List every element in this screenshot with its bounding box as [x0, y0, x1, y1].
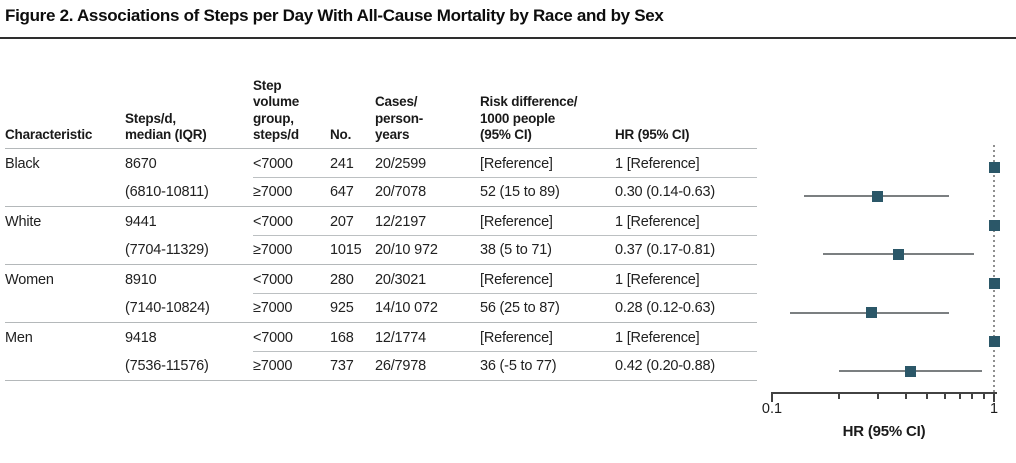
cell-no: 1015 [330, 242, 362, 258]
cell-cases: 20/2599 [375, 155, 427, 172]
x-axis-tick [993, 394, 995, 402]
x-axis-tick [876, 394, 879, 399]
cell-steps-median: 9441 [125, 213, 157, 230]
cell-characteristic: Men [5, 329, 33, 346]
hr-point-marker [892, 248, 904, 260]
cell-steps-median: 8910 [125, 271, 157, 288]
cell-no: 280 [330, 271, 354, 288]
cell-no: 925 [330, 300, 354, 316]
cell-risk-difference: 56 (25 to 87) [480, 300, 560, 316]
cell-volume-group: <7000 [253, 329, 293, 346]
reference-line-hr-1 [993, 145, 995, 393]
cell-volume-group: ≥7000 [253, 184, 293, 200]
hr-point-marker [872, 190, 884, 202]
cell-volume-group: ≥7000 [253, 358, 293, 374]
cell-steps-median: 9418 [125, 329, 157, 346]
header-hr-ci: HR (95% CI) [615, 126, 690, 142]
cell-characteristic: Black [5, 155, 40, 172]
x-axis-tick [943, 394, 946, 399]
cell-hr: 1 [Reference] [615, 213, 700, 230]
x-axis-tick [926, 394, 929, 399]
table-row: White 9441 <7000 207 12/2197 [Reference]… [5, 207, 757, 236]
cell-no: 241 [330, 155, 354, 172]
header-cases-person-years: Cases/ person- years [375, 94, 424, 142]
table-row: (7704-11329) ≥7000 1015 20/10 972 38 (5 … [5, 236, 757, 265]
cell-risk-difference: [Reference] [480, 329, 553, 346]
cell-no: 737 [330, 358, 354, 374]
cell-hr: 1 [Reference] [615, 329, 700, 346]
cell-cases: 14/10 072 [375, 300, 438, 316]
header-no: No. [330, 126, 352, 142]
header-risk-difference: Risk difference/ 1000 people (95% CI) [480, 94, 578, 142]
cell-hr: 0.37 (0.17-0.81) [615, 242, 715, 258]
cell-steps-iqr: (7140-10824) [125, 300, 210, 316]
table-row: (7536-11576) ≥7000 737 26/7978 36 (-5 to… [5, 352, 757, 381]
cell-steps-iqr: (6810-10811) [125, 184, 209, 200]
hr-point-marker [988, 161, 1000, 173]
cell-steps-median: 8670 [125, 155, 157, 172]
cell-risk-difference: 52 (15 to 89) [480, 184, 560, 200]
x-axis-tick [837, 394, 840, 399]
cell-risk-difference: [Reference] [480, 213, 553, 230]
cell-cases: 26/7978 [375, 358, 427, 374]
x-axis-tick [958, 394, 961, 399]
cell-hr: 0.28 (0.12-0.63) [615, 300, 715, 316]
cell-volume-group: ≥7000 [253, 300, 293, 316]
cell-hr: 0.30 (0.14-0.63) [615, 184, 715, 200]
cell-volume-group: <7000 [253, 213, 293, 230]
x-axis-tick-label-min: 0.1 [761, 401, 783, 417]
cell-cases: 12/1774 [375, 329, 427, 346]
cell-hr: 0.42 (0.20-0.88) [615, 358, 715, 374]
cell-hr: 1 [Reference] [615, 271, 700, 288]
hr-point-marker [988, 336, 1000, 348]
x-axis-tick [971, 394, 974, 399]
cell-risk-difference: [Reference] [480, 271, 553, 288]
cell-risk-difference: 38 (5 to 71) [480, 242, 552, 258]
cell-cases: 12/2197 [375, 213, 427, 230]
x-axis-title: HR (95% CI) [842, 423, 926, 440]
cell-cases: 20/10 972 [375, 242, 438, 258]
table-row: (6810-10811) ≥7000 647 20/7078 52 (15 to… [5, 178, 757, 207]
x-axis-line [771, 392, 997, 394]
cell-volume-group: <7000 [253, 155, 293, 172]
table-row: (7140-10824) ≥7000 925 14/10 072 56 (25 … [5, 294, 757, 323]
cell-cases: 20/3021 [375, 271, 427, 288]
header-step-volume-group: Step volume group, steps/d [253, 78, 300, 142]
cell-steps-iqr: (7536-11576) [125, 358, 209, 374]
x-axis-tick [904, 394, 907, 399]
table-row: Black 8670 <7000 241 20/2599 [Reference]… [5, 149, 757, 178]
cell-hr: 1 [Reference] [615, 155, 700, 172]
cell-no: 647 [330, 184, 354, 200]
hr-point-marker [904, 365, 916, 377]
x-axis-tick [982, 394, 985, 399]
cell-steps-iqr: (7704-11329) [125, 242, 209, 258]
cell-volume-group: ≥7000 [253, 242, 293, 258]
cell-risk-difference: 36 (-5 to 77) [480, 358, 557, 374]
table-header-row: Characteristic Steps/d, median (IQR) Ste… [5, 41, 757, 149]
cell-risk-difference: [Reference] [480, 155, 553, 172]
header-steps-median-iqr: Steps/d, median (IQR) [125, 110, 207, 142]
header-characteristic: Characteristic [5, 126, 93, 142]
figure-title: Figure 2. Associations of Steps per Day … [5, 6, 664, 25]
hr-point-marker [865, 307, 877, 319]
hr-point-marker [988, 278, 1000, 290]
cell-characteristic: Women [5, 271, 54, 288]
cell-characteristic: White [5, 213, 42, 230]
title-rule [0, 37, 1016, 39]
results-table: Characteristic Steps/d, median (IQR) Ste… [5, 41, 757, 381]
x-axis-tick [771, 394, 773, 402]
hr-point-marker [988, 219, 1000, 231]
x-axis-tick-label-max: 1 [989, 401, 999, 417]
table-row: Women 8910 <7000 280 20/3021 [Reference]… [5, 265, 757, 294]
cell-volume-group: <7000 [253, 271, 293, 288]
cell-no: 168 [330, 329, 354, 346]
table-row: Men 9418 <7000 168 12/1774 [Reference] 1… [5, 323, 757, 352]
cell-no: 207 [330, 213, 354, 230]
cell-cases: 20/7078 [375, 184, 427, 200]
